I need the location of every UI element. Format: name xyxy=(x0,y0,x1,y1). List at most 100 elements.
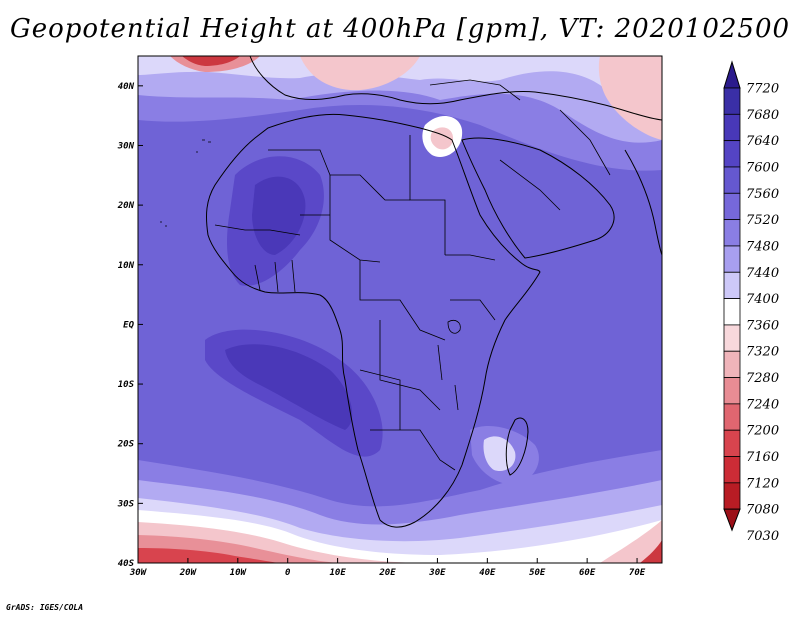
colorbar-segment xyxy=(723,403,741,431)
colorbar-level-label: 7720 xyxy=(746,82,779,97)
colorbar-segment xyxy=(723,87,741,115)
figure-title: Geopotential Height at 400hPa [gpm], VT:… xyxy=(9,14,791,44)
colorbar-segment xyxy=(723,113,741,142)
height-band-north-pale xyxy=(138,56,662,143)
colorbar-top-arrow xyxy=(723,60,741,89)
border-15 xyxy=(559,109,611,176)
colorbar-segment xyxy=(723,192,741,221)
border-9 xyxy=(445,254,496,261)
cape-verde xyxy=(160,221,167,227)
height-band-southeast-pink xyxy=(600,520,662,563)
lon-tick-label: 50E xyxy=(529,568,546,578)
lat-tick-label: 10N xyxy=(118,261,135,271)
colorbar-segment xyxy=(723,324,741,352)
border-12 xyxy=(254,259,296,293)
colorbar-level-label: 7360 xyxy=(746,318,779,333)
colorbar-segment xyxy=(723,245,741,273)
colorbar-segment xyxy=(723,271,741,299)
border-1 xyxy=(268,149,410,201)
lat-tick-label: 30N xyxy=(117,141,135,151)
lon-tick-label: 0 xyxy=(285,568,291,578)
lakes-and-islands xyxy=(160,139,461,411)
border-7 xyxy=(359,369,401,430)
map-frame xyxy=(137,55,663,564)
border-13 xyxy=(499,159,561,211)
colorbar-segment xyxy=(723,482,741,510)
axis-ticks: 30W 20W 10W 0 10E 20E 30E 40E 50E 60E 70E 40S 30S 20S… xyxy=(117,82,646,578)
colorbar-segment xyxy=(723,298,741,326)
colorbar-level-label: 7680 xyxy=(746,108,779,123)
colorbar-level-label: 7240 xyxy=(746,397,779,412)
lon-tick-label: 60E xyxy=(579,568,596,578)
lake-malawi xyxy=(454,384,459,411)
border-5 xyxy=(359,260,446,341)
lon-tick-label: 30E xyxy=(428,568,446,578)
country-borders xyxy=(214,79,611,471)
credit-text: GrADS: IGES/COLA xyxy=(6,603,84,612)
height-band-southeast-red xyxy=(640,540,662,563)
lake-victoria xyxy=(447,320,461,334)
lat-tick-label: 40N xyxy=(118,82,135,92)
india-coastline xyxy=(624,149,662,256)
lat-tick-label: EQ xyxy=(123,320,134,330)
colorbar-level-label: 7480 xyxy=(746,239,779,254)
height-core-europe-pink xyxy=(300,56,420,91)
africa-coastline xyxy=(206,113,541,528)
height-core-mideast-pink xyxy=(598,56,662,140)
colorbar-level-label: 7080 xyxy=(746,503,779,518)
height-band-south-red xyxy=(138,548,280,563)
colorbar-level-label: 7640 xyxy=(746,134,779,149)
colorbar-segment xyxy=(723,219,741,247)
colorbar-bottom-arrow xyxy=(723,508,741,532)
lake-tanganyika xyxy=(437,344,443,381)
height-core-northwest-deep xyxy=(182,56,240,66)
lat-tick-label: 30S xyxy=(117,499,135,509)
border-14 xyxy=(429,79,521,101)
colorbar-segment xyxy=(723,166,741,194)
colorbar-level-label: 7030 xyxy=(746,529,779,544)
colorbar-segment xyxy=(723,140,741,168)
arabia-coastline xyxy=(461,137,615,259)
colorbar-level-label: 7440 xyxy=(746,266,779,281)
canary-islands xyxy=(196,139,211,153)
colorbar-segment xyxy=(723,429,741,457)
colorbar-level-label: 7400 xyxy=(746,292,779,307)
map-panel xyxy=(138,56,662,563)
border-11 xyxy=(214,224,301,236)
height-core-atlantic-deep xyxy=(225,344,353,430)
border-2 xyxy=(329,175,381,263)
madagascar-coastline xyxy=(505,417,529,476)
border-3 xyxy=(409,135,446,255)
lat-tick-label: 10S xyxy=(118,380,135,390)
height-core-madagascar-pale xyxy=(483,436,516,472)
colorbar-segment xyxy=(723,350,741,378)
lon-tick-label: 10W xyxy=(230,568,248,578)
border-8 xyxy=(370,429,456,471)
lat-tick-label: 40S xyxy=(118,559,135,569)
lon-tick-label: 20E xyxy=(378,568,396,578)
lat-tick-label: 20S xyxy=(117,440,135,450)
colorbar-level-label: 7200 xyxy=(746,424,779,439)
height-band-north-whitish xyxy=(138,56,662,107)
colorbar-segment xyxy=(723,456,741,484)
lon-tick-label: 70E xyxy=(629,568,646,578)
lon-tick-label: 10E xyxy=(329,568,346,578)
colorbar-level-label: 7520 xyxy=(746,213,779,228)
europe-coastline xyxy=(249,56,662,121)
colorbar-level-label: 7320 xyxy=(746,345,779,360)
colorbar-level-label: 7280 xyxy=(746,371,779,386)
colorbar-segment xyxy=(723,377,741,405)
coastlines xyxy=(206,56,662,528)
lon-tick-label: 30W xyxy=(129,568,148,578)
lon-tick-label: 20W xyxy=(179,568,198,578)
height-core-sahel-deep xyxy=(252,176,306,255)
colorbar-level-label: 7160 xyxy=(746,450,779,465)
colorbar: 7720 7680 7640 7600 7560 7520 7480 7440 7400 7360… xyxy=(723,60,779,544)
border-10 xyxy=(450,299,496,321)
lon-tick-label: 40E xyxy=(479,568,496,578)
lat-tick-label: 20N xyxy=(117,201,135,211)
colorbar-level-label: 7600 xyxy=(746,160,779,175)
colorbar-level-label: 7120 xyxy=(746,476,779,491)
